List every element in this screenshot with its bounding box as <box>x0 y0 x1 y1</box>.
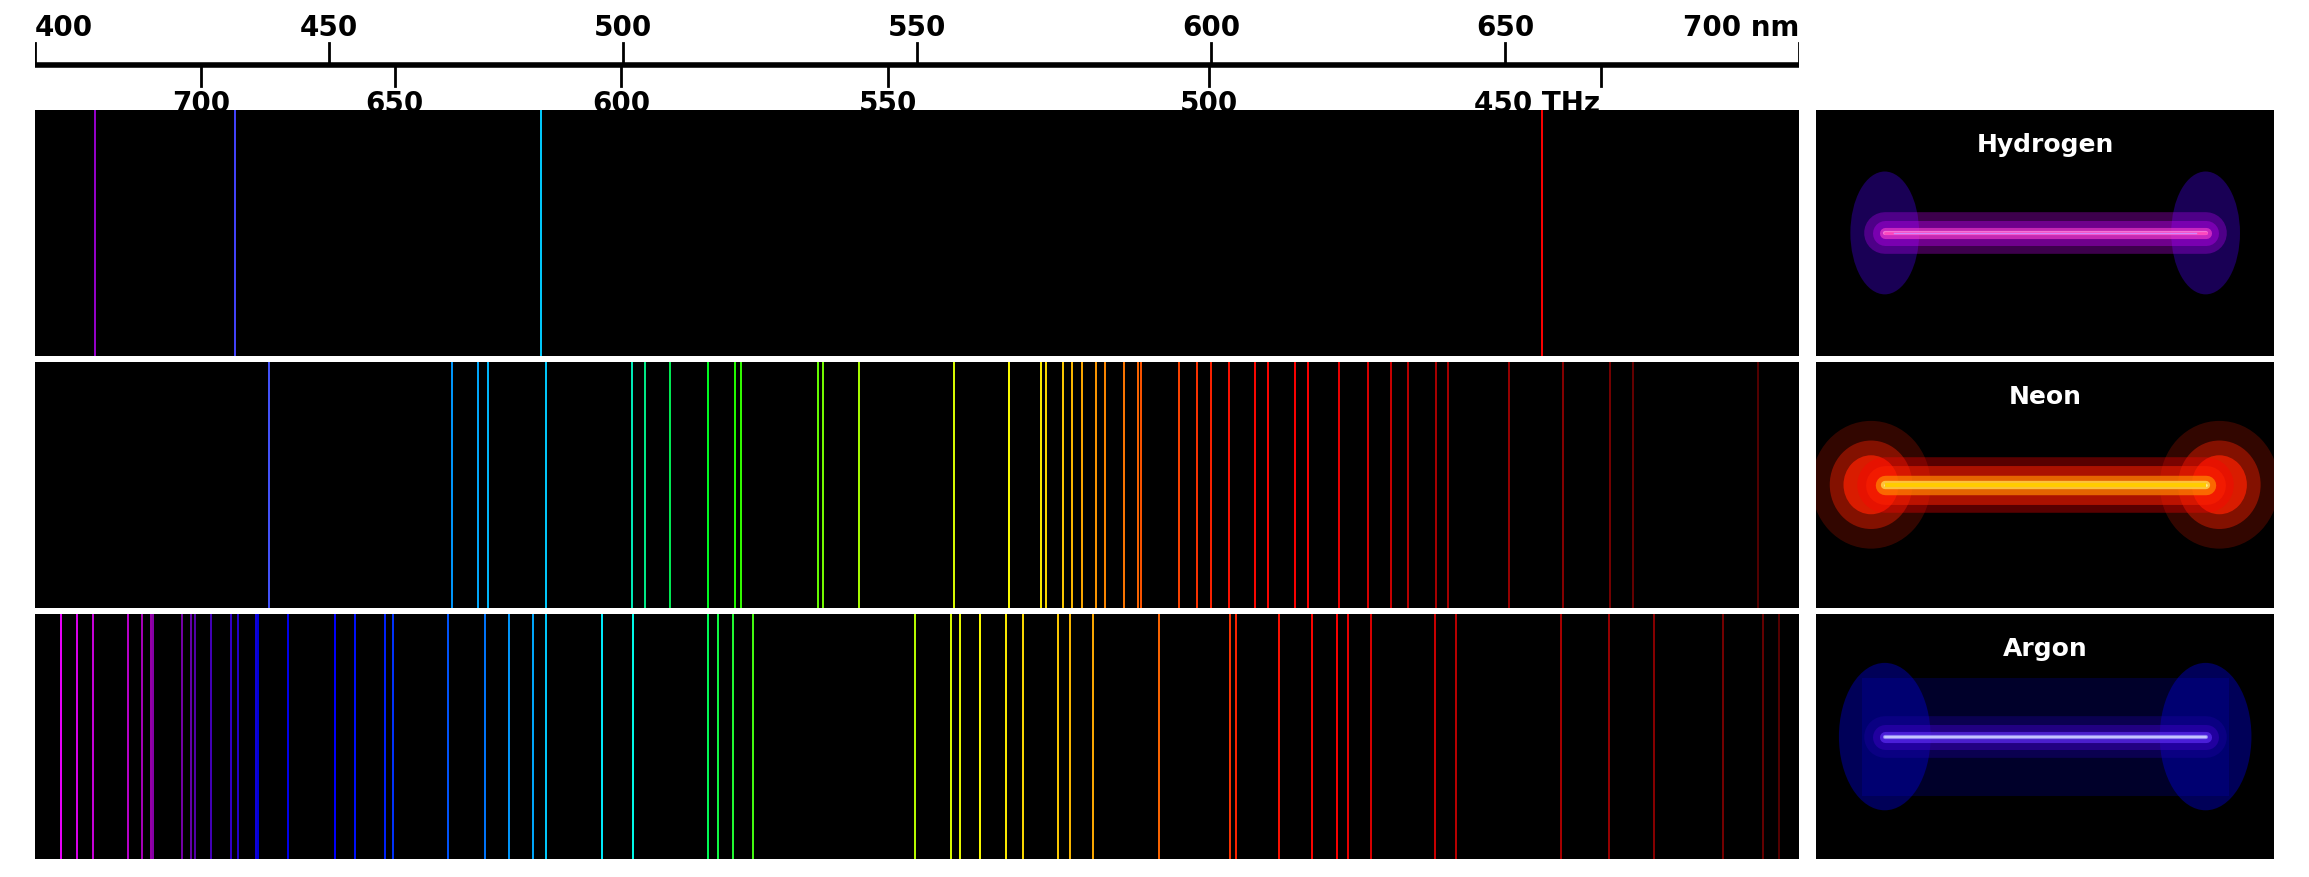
Ellipse shape <box>1850 172 1919 295</box>
Text: Neon: Neon <box>2009 385 2083 409</box>
Text: 500: 500 <box>1180 90 1238 118</box>
Text: Hydrogen: Hydrogen <box>1977 133 2113 157</box>
Text: 650: 650 <box>1475 14 1535 42</box>
Bar <box>1861 678 2228 795</box>
Text: 600: 600 <box>591 90 649 118</box>
Text: 600: 600 <box>1182 14 1240 42</box>
Ellipse shape <box>2177 441 2261 530</box>
Ellipse shape <box>2159 663 2251 810</box>
Text: 450 THz: 450 THz <box>1475 90 1600 118</box>
Text: 500: 500 <box>593 14 651 42</box>
Text: 400: 400 <box>35 14 92 42</box>
Text: 650: 650 <box>365 90 425 118</box>
Ellipse shape <box>1843 456 1898 515</box>
Text: 450: 450 <box>300 14 358 42</box>
Text: Argon: Argon <box>2002 637 2087 660</box>
Ellipse shape <box>2191 456 2247 515</box>
Ellipse shape <box>1838 663 1930 810</box>
Ellipse shape <box>1829 441 1912 530</box>
Text: 550: 550 <box>887 14 947 42</box>
Ellipse shape <box>2159 421 2279 549</box>
Text: 700: 700 <box>171 90 231 118</box>
Ellipse shape <box>1813 421 1930 549</box>
Ellipse shape <box>2170 172 2240 295</box>
Text: 550: 550 <box>859 90 917 118</box>
Text: 700 nm: 700 nm <box>1683 14 1799 42</box>
